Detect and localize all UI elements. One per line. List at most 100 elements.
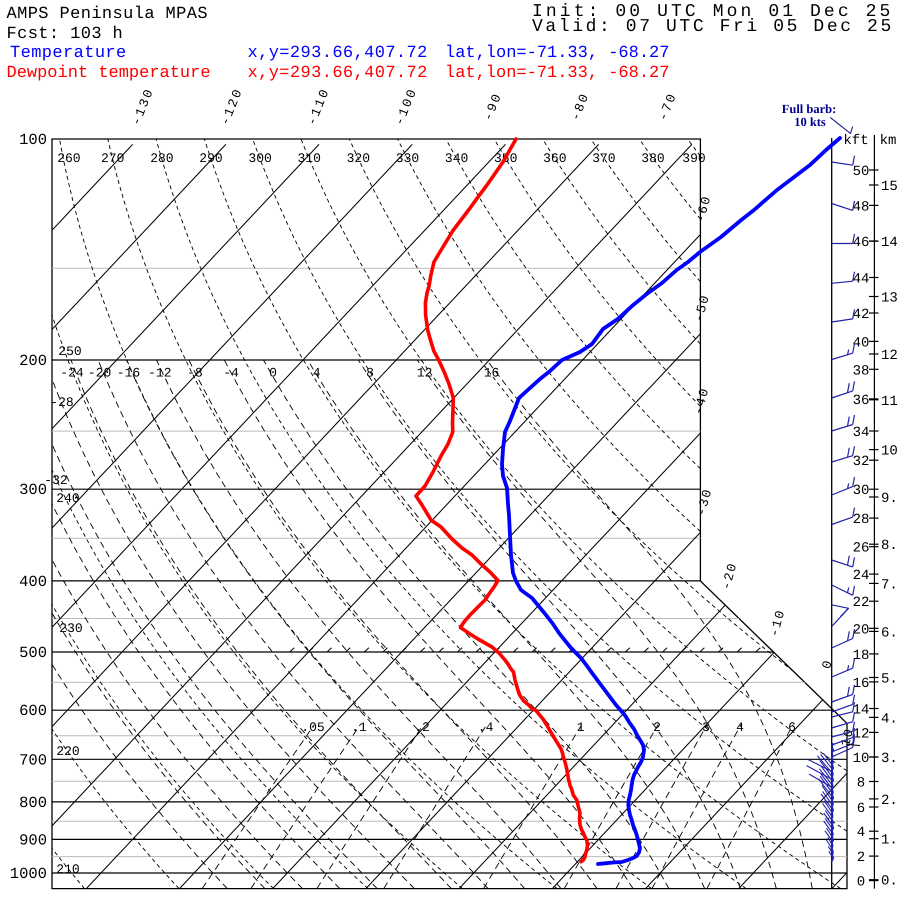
svg-text:1.: 1. (881, 833, 898, 849)
svg-text:10: 10 (853, 751, 870, 767)
svg-text:.4: .4 (478, 720, 494, 735)
svg-text:100: 100 (19, 131, 47, 149)
svg-text:AMPS Peninsula MPAS: AMPS Peninsula MPAS (7, 5, 208, 24)
svg-text:-80: -80 (568, 90, 593, 123)
svg-text:300: 300 (19, 481, 47, 499)
svg-text:-10: -10 (767, 608, 789, 639)
svg-text:.2: .2 (414, 720, 430, 735)
svg-text:-100: -100 (392, 86, 421, 128)
svg-text:-30: -30 (694, 487, 716, 518)
svg-text:2: 2 (653, 720, 661, 735)
svg-text:500: 500 (19, 644, 47, 662)
svg-text:390: 390 (682, 151, 705, 166)
svg-text:-20: -20 (719, 561, 741, 592)
svg-text:10.: 10. (881, 444, 900, 460)
svg-text:14: 14 (853, 703, 870, 719)
svg-text:38: 38 (853, 363, 870, 379)
svg-text:-130: -130 (129, 86, 158, 128)
svg-text:4.: 4. (881, 711, 898, 727)
svg-text:0: 0 (857, 875, 865, 891)
svg-text:Init: 00 UTC Mon 01 Dec 25: Init: 00 UTC Mon 01 Dec 25 (532, 2, 893, 22)
svg-text:.05: .05 (301, 720, 324, 735)
svg-text:2: 2 (857, 850, 865, 866)
svg-text:km: km (880, 133, 897, 149)
svg-text:Temperature: Temperature (10, 44, 127, 63)
svg-text:50: 50 (853, 164, 870, 180)
svg-text:370: 370 (592, 151, 615, 166)
svg-text:18: 18 (853, 648, 870, 664)
svg-text:700: 700 (19, 751, 47, 769)
svg-text:24: 24 (853, 568, 870, 584)
svg-text:4: 4 (857, 825, 865, 841)
svg-text:1: 1 (577, 720, 585, 735)
svg-text:42: 42 (853, 307, 870, 323)
svg-text:6.: 6. (881, 625, 898, 641)
svg-text:400: 400 (19, 573, 47, 591)
svg-text:9.: 9. (881, 491, 898, 507)
svg-text:30: 30 (853, 483, 870, 499)
svg-text:kft: kft (843, 133, 868, 149)
svg-text:13.: 13. (881, 291, 900, 307)
svg-text:600: 600 (19, 702, 47, 720)
svg-text:-28: -28 (50, 395, 73, 410)
svg-text:11.: 11. (881, 394, 900, 410)
svg-text:2.: 2. (881, 793, 898, 809)
svg-text:290: 290 (199, 151, 222, 166)
svg-text:1000: 1000 (10, 865, 47, 883)
svg-text:5.: 5. (881, 672, 898, 688)
svg-text:900: 900 (19, 831, 47, 849)
svg-text:20: 20 (853, 622, 870, 638)
svg-text:240: 240 (56, 491, 79, 506)
svg-text:210: 210 (56, 862, 79, 877)
svg-text:310: 310 (297, 151, 320, 166)
svg-text:0: 0 (269, 366, 277, 381)
svg-text:14.: 14. (881, 235, 900, 251)
svg-text:200: 200 (19, 352, 47, 370)
svg-text:3: 3 (702, 720, 710, 735)
svg-text:12: 12 (853, 726, 870, 742)
svg-text:230: 230 (59, 621, 82, 636)
svg-text:-4: -4 (223, 366, 239, 381)
svg-text:-8: -8 (187, 366, 203, 381)
svg-text:12.: 12. (881, 348, 900, 364)
svg-text:16: 16 (484, 366, 500, 381)
svg-text:.1: .1 (351, 720, 367, 735)
svg-text:48: 48 (853, 199, 870, 215)
svg-text:260: 260 (57, 151, 80, 166)
svg-text:-120: -120 (218, 86, 247, 128)
svg-text:15.: 15. (881, 179, 900, 195)
svg-text:8.: 8. (881, 538, 898, 554)
svg-text:12: 12 (417, 366, 433, 381)
svg-text:-32: -32 (44, 473, 67, 488)
svg-text:44: 44 (853, 272, 870, 288)
svg-text:x,y=293.66,407.72: x,y=293.66,407.72 (248, 64, 428, 83)
svg-text:330: 330 (396, 151, 419, 166)
svg-text:0: 0 (819, 658, 836, 671)
svg-text:360: 360 (543, 151, 566, 166)
svg-text:Full barb:: Full barb: (782, 102, 837, 116)
svg-text:Valid: 07 UTC Fri 05 Dec 25: Valid: 07 UTC Fri 05 Dec 25 (532, 17, 894, 37)
svg-text:36: 36 (853, 393, 870, 409)
svg-text:-12: -12 (148, 366, 171, 381)
svg-text:-70: -70 (655, 90, 680, 123)
svg-text:380: 380 (641, 151, 664, 166)
svg-text:26: 26 (853, 541, 870, 557)
svg-text:340: 340 (445, 151, 468, 166)
svg-text:300: 300 (248, 151, 271, 166)
svg-text:0.: 0. (881, 874, 898, 890)
svg-text:250: 250 (58, 344, 81, 359)
svg-text:8: 8 (366, 366, 374, 381)
svg-text:-90: -90 (480, 90, 505, 123)
svg-text:lat,lon=-71.33, -68.27: lat,lon=-71.33, -68.27 (445, 44, 669, 63)
svg-text:lat,lon=-71.33, -68.27: lat,lon=-71.33, -68.27 (445, 64, 669, 83)
svg-text:34: 34 (853, 425, 870, 441)
svg-text:4: 4 (736, 720, 744, 735)
svg-text:16: 16 (853, 676, 870, 692)
svg-text:46: 46 (853, 235, 870, 251)
svg-text:-16: -16 (117, 366, 140, 381)
svg-text:8: 8 (857, 776, 865, 792)
svg-text:10 kts: 10 kts (794, 115, 826, 129)
svg-text:3.: 3. (881, 751, 898, 767)
svg-text:220: 220 (56, 744, 79, 759)
svg-text:28: 28 (853, 512, 870, 528)
